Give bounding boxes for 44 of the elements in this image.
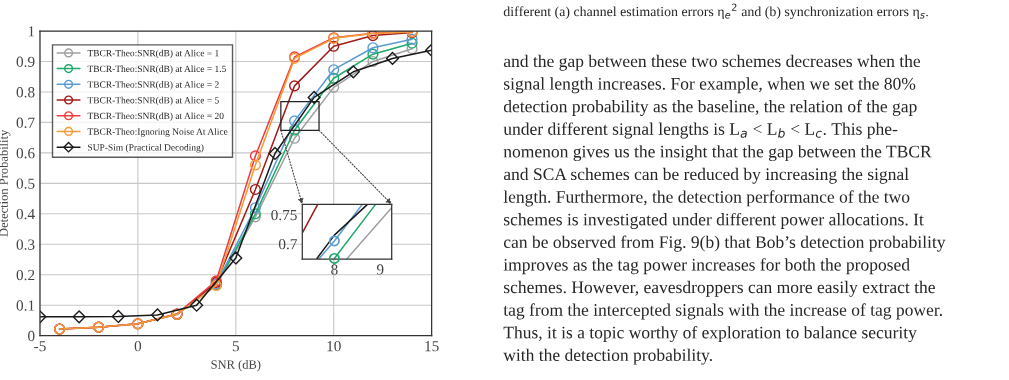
x-tick-label: 5 — [232, 341, 240, 352]
y-tick-label: 0.5 — [16, 178, 35, 189]
y-tick-label: 0 — [28, 330, 35, 342]
legend-label: TBCR-Theo:SNR(dB) at Alice = 2 — [87, 81, 219, 90]
x-tick-label: 10 — [327, 340, 341, 352]
text: under different signal lengths is L$_{a}$ < L$_{b}$ < L$_{c}$. This phe- — [503, 122, 898, 139]
y-tick-label: 0.75 — [271, 209, 297, 221]
legend-label: SUP-Sim (Practical Decoding) — [88, 143, 204, 153]
text: length. Furthermore, the detection performance of the two — [503, 190, 910, 207]
text: different (a) channel estimation errors η$_{e}$$^{2}$ and (b) synchronization errors η$_{s}$. — [503, 3, 928, 20]
y-tick-label: 0.9 — [16, 56, 35, 67]
y-tick-label: 0.1 — [16, 300, 35, 311]
legend-label: TBCR-Theo:SNR(dB) at Alice = 1 — [87, 49, 219, 59]
y-tick-label: 0.4 — [16, 208, 35, 220]
text: detection probability as the baseline, the relation of the gap — [503, 99, 917, 116]
legend-label: TBCR-Theo:SNR(dB) at Alice = 20 — [87, 112, 224, 122]
x-axis-title: SNR (dB) — [211, 359, 261, 372]
x-tick-label: 8 — [331, 264, 338, 275]
text: and the gap between these two schemes decreases when the — [503, 54, 921, 71]
text: Thus, it is a topic worthy of exploration to balance security — [503, 325, 917, 343]
text: improves as the tag power increases for both the proposed — [503, 258, 910, 275]
text: with the detection probability. — [503, 348, 712, 365]
legend-label: TBCR-Theo:SNR(dB) at Alice = 1.5 — [87, 65, 226, 74]
text: nomenon gives us the insight that the gap between the TBCR — [503, 145, 932, 162]
y-tick-label: 0.3 — [16, 239, 35, 250]
text: tag from the intercepted signals with the increase of tag power. — [503, 303, 942, 320]
y-tick-label: 0.7 — [16, 117, 35, 128]
y-axis-title: Detection Probability — [0, 129, 11, 237]
legend-label: TBCR-Theo:SNR(dB) at Alice = 5 — [87, 96, 219, 106]
text: signal length increases. For example, when we set the 80% — [504, 77, 916, 94]
y-tick-label: 1 — [28, 26, 35, 37]
text: and SCA schemes can be reduced by increasing the signal — [503, 167, 909, 184]
x-tick-label: 15 — [425, 341, 439, 352]
text: can be observed from Fig. 9(b) that Bob’s detection probability — [503, 235, 946, 252]
y-tick-label: 0.2 — [16, 269, 35, 281]
y-tick-label: 0.8 — [16, 87, 35, 98]
text: schemes. However, eavesdroppers can more easily extract the — [504, 280, 935, 297]
x-tick-label: 9 — [376, 264, 384, 275]
x-tick-label: 0 — [134, 340, 142, 352]
y-tick-label: 0.6 — [16, 148, 35, 159]
x-tick-label: -5 — [34, 341, 46, 352]
legend-label: TBCR-Theo:Ignoring Noise At Alice — [87, 128, 228, 137]
text: schemes is investigated under different power allocations. It — [504, 212, 924, 230]
y-tick-label: 0.7 — [278, 239, 297, 250]
